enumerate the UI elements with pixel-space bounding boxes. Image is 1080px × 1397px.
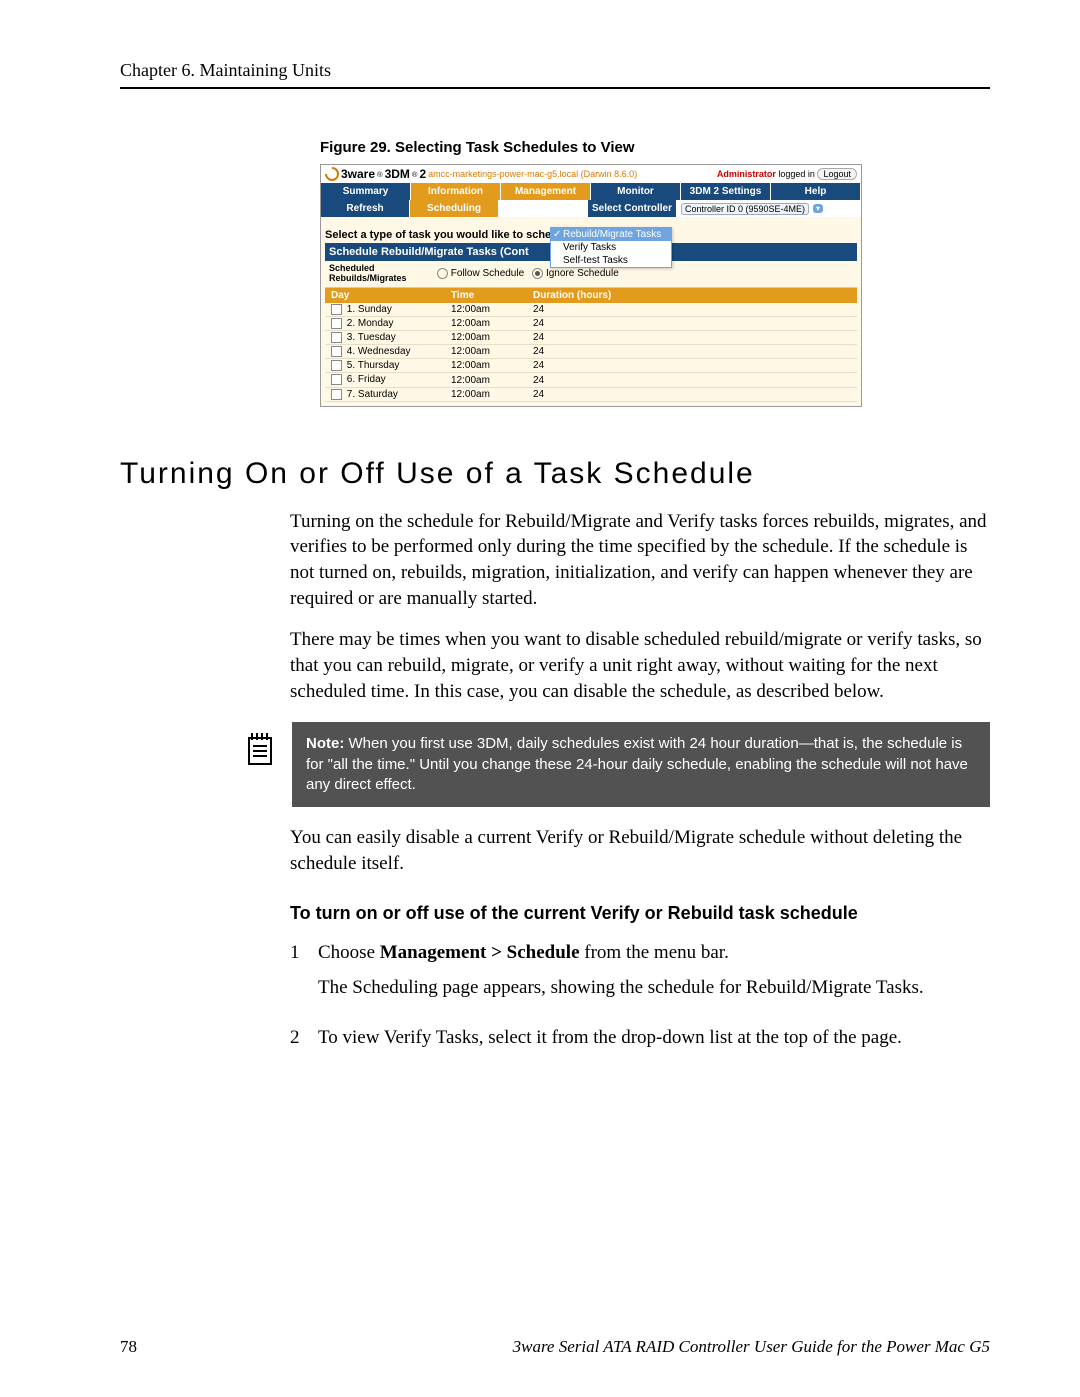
dropdown-arrow-icon[interactable]: ▾ (813, 204, 823, 213)
controller-id-label: Controller ID 0 (9590SE-4ME) (681, 203, 809, 215)
step-2-text: To view Verify Tasks, select it from the… (318, 1025, 902, 1051)
logo-text-3ware: 3ware (341, 167, 375, 181)
row-checkbox[interactable] (331, 318, 342, 329)
table-row: 5. Thursday12:00am24 (325, 359, 857, 373)
note-box: Note: When you first use 3DM, daily sche… (292, 722, 990, 807)
table-row: 1. Sunday12:00am24 (325, 303, 857, 317)
logout-button[interactable]: Logout (817, 168, 857, 180)
radio-ignore[interactable] (532, 268, 543, 279)
step-1a-post: from the menu bar. (580, 942, 729, 963)
step-2-number: 2 (290, 1025, 318, 1061)
nav-select-controller[interactable]: Select Controller (588, 200, 677, 217)
dropdown-opt-verify[interactable]: Verify Tasks (551, 241, 671, 254)
steps-heading: To turn on or off use of the current Ver… (290, 902, 990, 925)
nav-scheduling[interactable]: Scheduling (410, 200, 499, 217)
row-checkbox[interactable] (331, 360, 342, 371)
chapter-header: Chapter 6. Maintaining Units (120, 60, 990, 81)
nav-information[interactable]: Information (411, 183, 501, 200)
nav-settings[interactable]: 3DM 2 Settings (681, 183, 771, 200)
book-title: 3ware Serial ATA RAID Controller User Gu… (513, 1337, 990, 1357)
col-day: Day (325, 288, 445, 303)
header-rule (120, 87, 990, 89)
nav-monitor[interactable]: Monitor (591, 183, 681, 200)
table-row: 6. Friday12:00am24 (325, 373, 857, 387)
figure-screenshot: 3ware ® 3DM ® 2 amcc-marketings-power-ma… (320, 164, 862, 407)
dropdown-opt-rebuild[interactable]: Rebuild/Migrate Tasks (551, 228, 671, 241)
row-checkbox[interactable] (331, 346, 342, 357)
nav-management[interactable]: Management (501, 183, 591, 200)
schedule-table: Day Time Duration (hours) 1. Sunday12:00… (325, 288, 857, 402)
paragraph-3: You can easily disable a current Verify … (290, 825, 990, 876)
note-icon (240, 728, 282, 773)
table-row: 2. Monday12:00am24 (325, 316, 857, 330)
figure-app-header: 3ware ® 3DM ® 2 amcc-marketings-power-ma… (321, 165, 861, 183)
row-checkbox[interactable] (331, 374, 342, 385)
logo-reg-1: ® (377, 170, 383, 179)
scheduled-meta-label: Scheduled Rebuilds/Migrates (325, 261, 433, 287)
secondary-nav: Refresh Scheduling Select Controller Con… (321, 200, 861, 217)
figure-body: Select a type of task you would like to … (321, 217, 861, 406)
note-label: Note: (306, 735, 344, 752)
note-body: When you first use 3DM, daily schedules … (306, 735, 968, 793)
step-2: 2 To view Verify Tasks, select it from t… (290, 1025, 990, 1061)
row-checkbox[interactable] (331, 304, 342, 315)
logo-reg-2: ® (412, 170, 418, 179)
radio-follow-label: Follow Schedule (451, 268, 524, 279)
col-time: Time (445, 288, 527, 303)
nav-help[interactable]: Help (771, 183, 861, 200)
row-checkbox[interactable] (331, 332, 342, 343)
nav-refresh[interactable]: Refresh (321, 200, 410, 217)
dropdown-opt-selftest[interactable]: Self-test Tasks (551, 254, 671, 267)
step-1a-pre: Choose (318, 942, 380, 963)
controller-selector[interactable]: Controller ID 0 (9590SE-4ME) ▾ (677, 200, 861, 217)
page-footer: 78 3ware Serial ATA RAID Controller User… (120, 1337, 990, 1357)
section-title: Turning On or Off Use of a Task Schedule (120, 457, 990, 491)
table-row: 4. Wednesday12:00am24 (325, 345, 857, 359)
step-1: 1 Choose Management > Schedule from the … (290, 940, 990, 1011)
host-label: amcc-marketings-power-mac-g5.local (Darw… (428, 169, 637, 179)
radio-ignore-label: Ignore Schedule (546, 268, 619, 279)
step-1-number: 1 (290, 940, 318, 1011)
paragraph-2: There may be times when you want to disa… (290, 627, 990, 704)
task-type-label: Select a type of task you would like to … (325, 229, 574, 241)
logo-version: 2 (419, 167, 426, 181)
logo-swirl-icon (325, 167, 339, 181)
table-row: 7. Saturday12:00am24 (325, 387, 857, 401)
page-number: 78 (120, 1337, 137, 1357)
task-type-dropdown[interactable]: Rebuild/Migrate Tasks Verify Tasks Self-… (550, 227, 672, 268)
admin-word: Administrator (717, 169, 776, 179)
step-1b: The Scheduling page appears, showing the… (318, 975, 924, 1001)
primary-nav: Summary Information Management Monitor 3… (321, 183, 861, 200)
figure-caption: Figure 29. Selecting Task Schedules to V… (320, 139, 990, 156)
login-status: Administrator logged in Logout (717, 169, 857, 179)
logged-in-text: logged in (776, 169, 815, 179)
radio-follow[interactable] (437, 268, 448, 279)
row-checkbox[interactable] (331, 389, 342, 400)
step-1a-bold: Management > Schedule (380, 942, 580, 963)
logo-text-3dm: 3DM (385, 167, 410, 181)
paragraph-1: Turning on the schedule for Rebuild/Migr… (290, 509, 990, 612)
table-row: 3. Tuesday12:00am24 (325, 331, 857, 345)
col-duration: Duration (hours) (527, 288, 857, 303)
nav-summary[interactable]: Summary (321, 183, 411, 200)
